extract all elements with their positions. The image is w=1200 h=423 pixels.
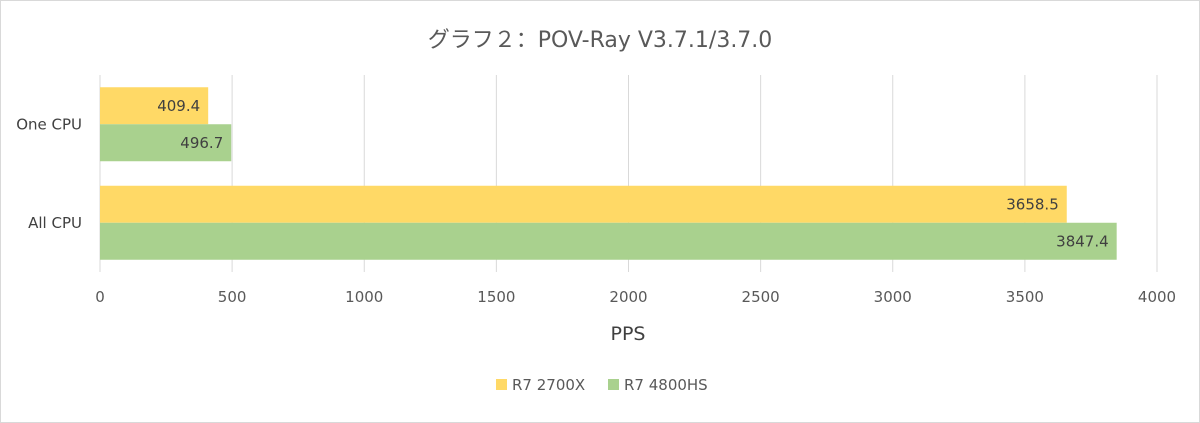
legend: R7 2700X R7 4800HS (496, 376, 708, 394)
bar-r7-4800hs-one-cpu (100, 124, 232, 162)
data-label: 409.4 (157, 97, 200, 115)
data-label: 496.7 (180, 134, 223, 152)
bar-r7-4800hs-all-cpu (100, 222, 1117, 260)
category-label: One CPU (16, 115, 82, 133)
y-axis-categories: One CPU All CPU (16, 115, 82, 232)
data-label: 3658.5 (1006, 195, 1059, 213)
x-axis-ticks: 0 500 1000 1500 2000 2500 3000 3500 4000 (95, 288, 1176, 306)
x-tick-label: 0 (95, 288, 105, 306)
x-tick-label: 2000 (609, 288, 647, 306)
bar-r7-2700x-one-cpu (100, 87, 209, 125)
chart-title: グラフ２：POV-Ray V3.7.1/3.7.0 (428, 28, 773, 53)
data-label: 3847.4 (1056, 232, 1109, 250)
bar-r7-2700x-all-cpu (100, 185, 1067, 223)
legend-label: R7 4800HS (624, 376, 708, 394)
category-label: All CPU (28, 214, 82, 232)
x-tick-label: 3000 (874, 288, 912, 306)
x-tick-label: 500 (218, 288, 247, 306)
x-tick-label: 3500 (1006, 288, 1044, 306)
bars: 409.4 496.7 3658.5 3847.4 (100, 87, 1117, 260)
x-tick-label: 1000 (345, 288, 383, 306)
legend-swatch (608, 379, 619, 390)
legend-label: R7 2700X (512, 376, 585, 394)
x-tick-label: 4000 (1138, 288, 1176, 306)
x-axis-title: PPS (611, 323, 646, 345)
x-tick-label: 1500 (477, 288, 515, 306)
legend-swatch (496, 379, 507, 390)
x-tick-label: 2500 (742, 288, 780, 306)
